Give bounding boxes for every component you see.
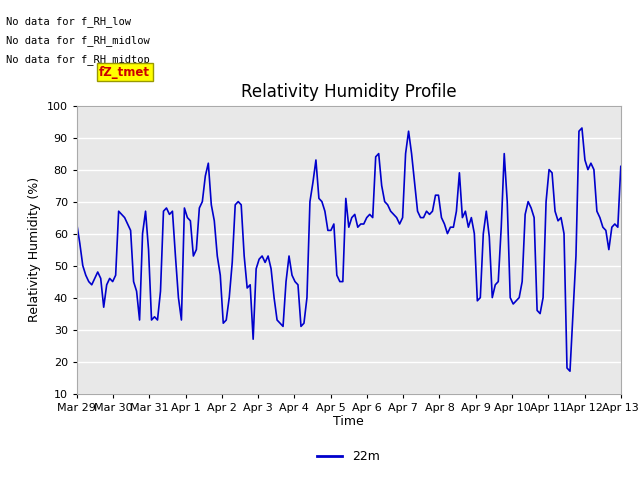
Legend: 22m: 22m	[312, 445, 385, 468]
Y-axis label: Relativity Humidity (%): Relativity Humidity (%)	[28, 177, 41, 322]
Title: Relativity Humidity Profile: Relativity Humidity Profile	[241, 83, 456, 101]
Text: No data for f_RH_midlow: No data for f_RH_midlow	[6, 35, 150, 46]
Text: No data for f_RH_midtop: No data for f_RH_midtop	[6, 54, 150, 65]
Text: fZ_tmet: fZ_tmet	[99, 66, 150, 79]
X-axis label: Time: Time	[333, 415, 364, 429]
Text: No data for f_RH_low: No data for f_RH_low	[6, 16, 131, 27]
